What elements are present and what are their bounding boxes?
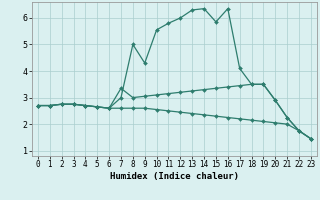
X-axis label: Humidex (Indice chaleur): Humidex (Indice chaleur) xyxy=(110,172,239,181)
